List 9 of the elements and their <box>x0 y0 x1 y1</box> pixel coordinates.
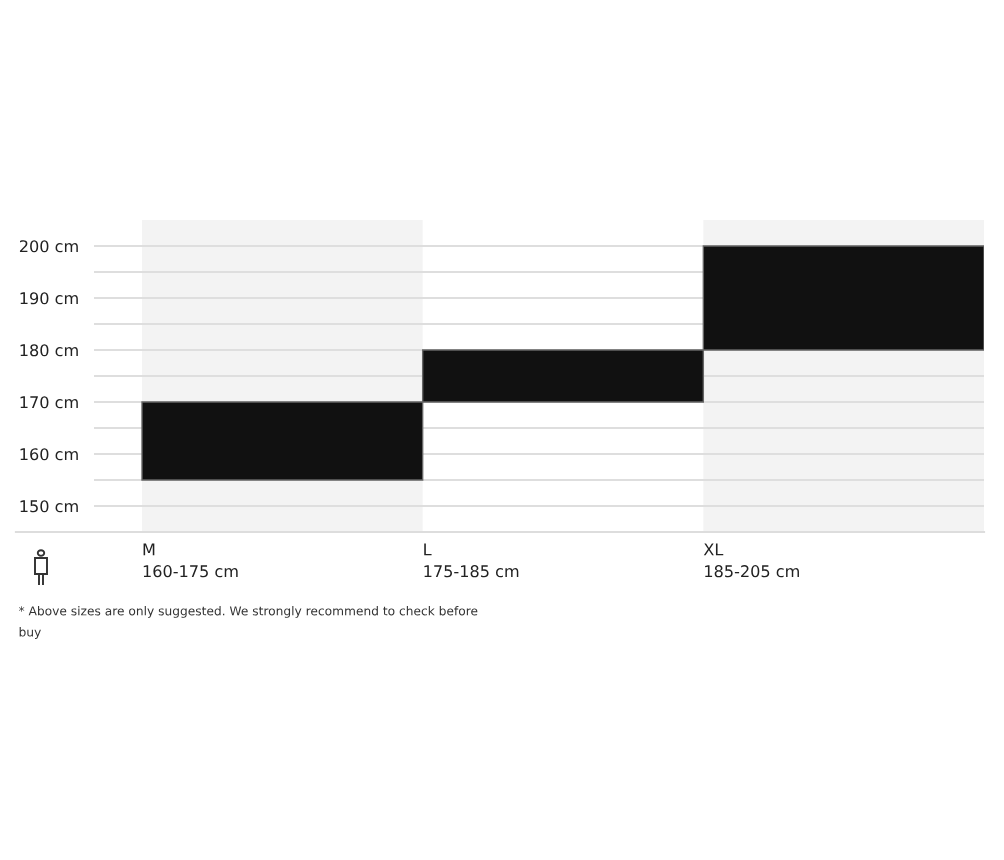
x-tick-label: L 175-185 cm <box>424 543 519 578</box>
y-tick-label: 170 cm <box>20 396 78 409</box>
y-tick-label: 150 cm <box>20 500 78 513</box>
x-tick-label: XL 185-205 cm <box>703 543 799 578</box>
y-tick-label: 180 cm <box>20 344 78 357</box>
y-tick-label: 200 cm <box>19 240 78 253</box>
y-tick-label: 160 cm <box>20 448 78 461</box>
y-tick-label: 190 cm <box>20 292 78 305</box>
x-tick-label: M 160-175 cm <box>143 543 238 578</box>
